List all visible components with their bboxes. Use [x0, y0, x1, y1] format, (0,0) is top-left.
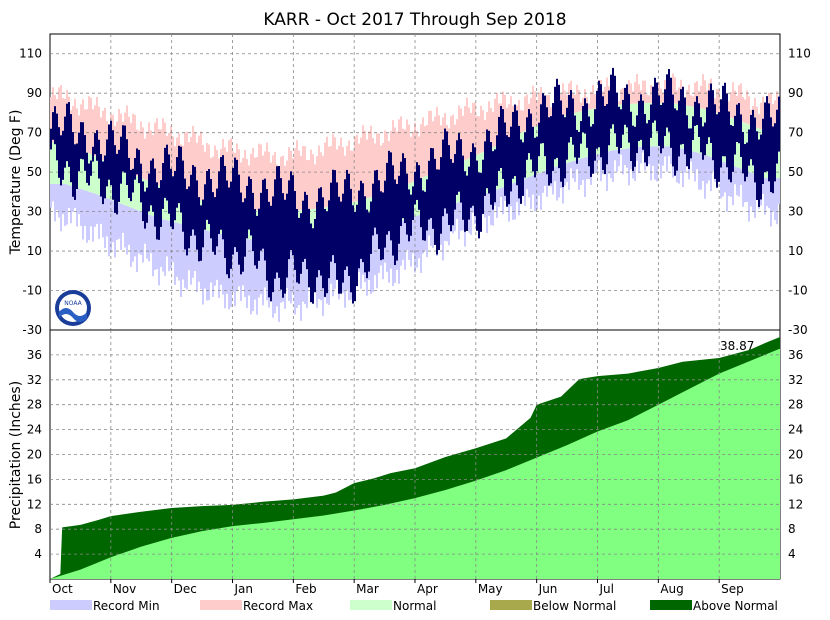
precipitation-tick-label: 16 [27, 472, 42, 486]
temperature-left-ticks: -30 -10 10 30 50 70 90 110 [19, 47, 42, 337]
noaa-logo: NOAA [55, 290, 91, 326]
month-label: Oct [52, 582, 73, 596]
temperature-tick-label: 90 [788, 86, 803, 100]
precipitation-tick-label: 16 [788, 472, 803, 486]
temperature-tick-label: -10 [788, 284, 808, 298]
precipitation-grid [50, 330, 780, 579]
precipitation-tick-label: 32 [788, 373, 803, 387]
normal-precip-area [50, 348, 780, 579]
temperature-tick-label: 50 [27, 165, 42, 179]
month-axis-labels: Oct Nov Dec Jan Feb Mar Apr May Jun Jul Aug Sep [49, 579, 744, 596]
precipitation-right-ticks: 4 8 12 16 20 24 28 32 36 [788, 348, 803, 561]
precipitation-left-ticks: 4 8 12 16 20 24 28 32 36 [27, 348, 42, 561]
precipitation-tick-label: 12 [27, 497, 42, 511]
precipitation-tick-label: 20 [788, 448, 803, 462]
precipitation-tick-label: 32 [27, 373, 42, 387]
precipitation-tick-label: 4 [788, 547, 796, 561]
noaa-logo-text: NOAA [64, 300, 82, 307]
legend-swatch [490, 600, 532, 610]
legend-label: Below Normal [533, 599, 616, 613]
temperature-tick-label: 50 [788, 165, 803, 179]
month-label: Mar [356, 582, 379, 596]
legend-swatch [200, 600, 242, 610]
temperature-tick-label: 110 [788, 47, 811, 61]
observed-temperature-bars [50, 67, 780, 304]
precipitation-tick-label: 8 [34, 522, 42, 536]
precipitation-tick-label: 4 [34, 547, 42, 561]
temperature-tick-label: 70 [27, 126, 42, 140]
legend-label: Record Min [93, 599, 160, 613]
temperature-tick-label: -30 [788, 323, 808, 337]
month-label: Aug [660, 582, 683, 596]
precipitation-tick-label: 36 [27, 348, 42, 362]
chart-title: KARR - Oct 2017 Through Sep 2018 [263, 10, 566, 30]
temperature-tick-label: 110 [19, 47, 42, 61]
month-label: Nov [113, 582, 136, 596]
temperature-axis-label: Temperature (Deg F) [8, 110, 24, 256]
legend-label: Normal [393, 599, 436, 613]
month-label: Jun [538, 582, 558, 596]
legend-swatch [650, 600, 692, 610]
month-label: May [478, 582, 503, 596]
precipitation-axis-label: Precipitation (Inches) [8, 381, 24, 529]
legend-swatch [350, 600, 392, 610]
temperature-tick-label: 70 [788, 126, 803, 140]
legend-swatch [50, 600, 92, 610]
temperature-tick-label: 30 [788, 205, 803, 219]
month-label: Feb [295, 582, 316, 596]
precipitation-tick-label: 20 [27, 448, 42, 462]
precipitation-tick-label: 24 [27, 423, 42, 437]
legend-label: Above Normal [693, 599, 778, 613]
temperature-tick-label: 90 [27, 86, 42, 100]
precipitation-tick-label: 28 [27, 398, 42, 412]
precipitation-tick-label: 28 [788, 398, 803, 412]
temperature-right-ticks: -30 -10 10 30 50 70 90 110 [788, 47, 811, 337]
temperature-tick-label: 10 [27, 244, 42, 258]
month-label: Dec [174, 582, 197, 596]
temperature-tick-label: -10 [22, 284, 42, 298]
precipitation-total-label: 38.87 [720, 339, 754, 353]
precipitation-tick-label: 36 [788, 348, 803, 362]
precipitation-tick-label: 24 [788, 423, 803, 437]
temperature-tick-label: 10 [788, 244, 803, 258]
temperature-tick-label: -30 [22, 323, 42, 337]
legend-label: Record Max [243, 599, 313, 613]
month-label: Apr [417, 582, 438, 596]
temperature-tick-label: 30 [27, 205, 42, 219]
month-label: Sep [721, 582, 744, 596]
legend: Record Min Record Max Normal Below Normal Ab… [50, 599, 778, 613]
month-label: Jan [234, 582, 254, 596]
precipitation-tick-label: 12 [788, 497, 803, 511]
precipitation-tick-label: 8 [788, 522, 796, 536]
month-label: Jul [599, 582, 614, 596]
